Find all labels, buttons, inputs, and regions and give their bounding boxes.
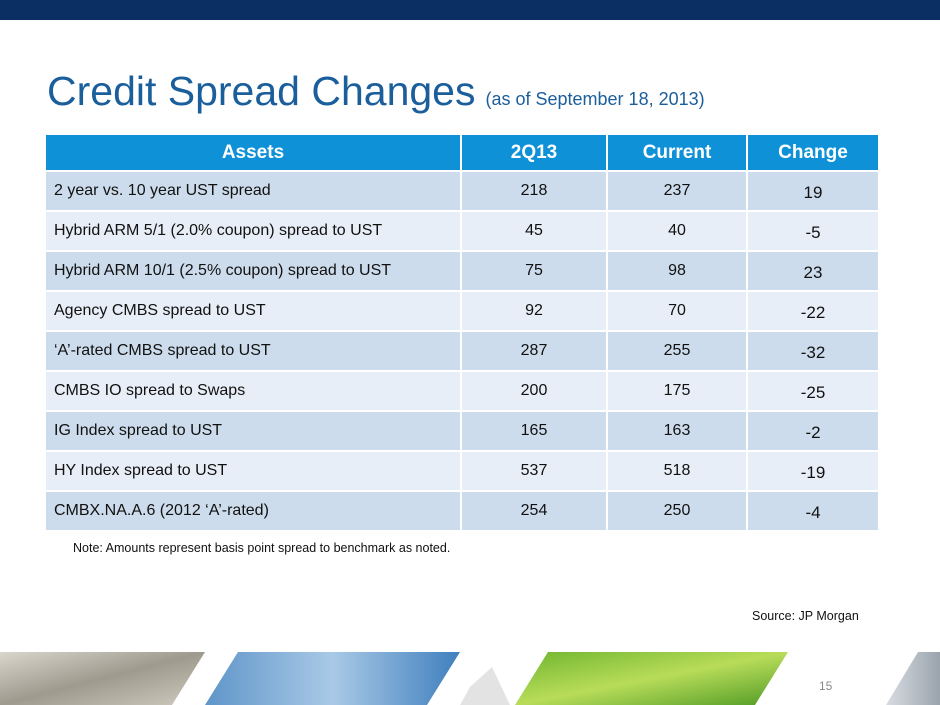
header-2q13: 2Q13 — [460, 133, 608, 172]
table-row: HY Index spread to UST 537 518 -19 — [44, 450, 880, 492]
cell-current: 237 — [606, 170, 748, 212]
table-row: IG Index spread to UST 165 163 -2 — [44, 410, 880, 452]
cell-change: 19 — [746, 170, 880, 212]
cell-asset: IG Index spread to UST — [44, 410, 462, 452]
table-row: 2 year vs. 10 year UST spread 218 237 19 — [44, 170, 880, 212]
cell-change: -5 — [746, 210, 880, 252]
cell-2q13: 165 — [460, 410, 608, 452]
cell-2q13: 45 — [460, 210, 608, 252]
table-row: CMBX.NA.A.6 (2012 ‘A’-rated) 254 250 -4 — [44, 490, 880, 532]
top-banner-bar — [0, 0, 940, 20]
cell-current: 518 — [606, 450, 748, 492]
cell-asset: ‘A’-rated CMBS spread to UST — [44, 330, 462, 372]
cell-asset: CMBX.NA.A.6 (2012 ‘A’-rated) — [44, 490, 462, 532]
cell-change: 23 — [746, 250, 880, 292]
cell-2q13: 75 — [460, 250, 608, 292]
cell-2q13: 200 — [460, 370, 608, 412]
cell-change: -32 — [746, 330, 880, 372]
title-main: Credit Spread Changes — [47, 68, 476, 114]
cell-asset: CMBS IO spread to Swaps — [44, 370, 462, 412]
cell-current: 255 — [606, 330, 748, 372]
cell-asset: Agency CMBS spread to UST — [44, 290, 462, 332]
slide-title: Credit Spread Changes (as of September 18… — [47, 68, 705, 115]
cell-change: -19 — [746, 450, 880, 492]
cell-2q13: 254 — [460, 490, 608, 532]
leaf-image — [515, 652, 788, 705]
cell-2q13: 537 — [460, 450, 608, 492]
steel-image — [886, 652, 940, 705]
table-row: Agency CMBS spread to UST 92 70 -22 — [44, 290, 880, 332]
cell-asset: Hybrid ARM 5/1 (2.0% coupon) spread to U… — [44, 210, 462, 252]
cell-2q13: 218 — [460, 170, 608, 212]
cell-current: 163 — [606, 410, 748, 452]
table-row: Hybrid ARM 5/1 (2.0% coupon) spread to U… — [44, 210, 880, 252]
header-change: Change — [746, 133, 880, 172]
cell-asset: Hybrid ARM 10/1 (2.5% coupon) spread to … — [44, 250, 462, 292]
cell-change: -22 — [746, 290, 880, 332]
footnote: Note: Amounts represent basis point spre… — [73, 541, 451, 555]
table-row: Hybrid ARM 10/1 (2.5% coupon) spread to … — [44, 250, 880, 292]
source-citation: Source: JP Morgan — [752, 609, 859, 623]
page-number: 15 — [819, 679, 833, 693]
credit-spread-table: Assets 2Q13 Current Change 2 year vs. 10… — [44, 133, 880, 532]
header-assets: Assets — [44, 133, 462, 172]
cell-change: -4 — [746, 490, 880, 532]
cell-change: -2 — [746, 410, 880, 452]
cell-2q13: 287 — [460, 330, 608, 372]
footer-image-strip — [0, 652, 940, 705]
cell-asset: HY Index spread to UST — [44, 450, 462, 492]
header-current: Current — [606, 133, 748, 172]
table-row: ‘A’-rated CMBS spread to UST 287 255 -32 — [44, 330, 880, 372]
sky-image — [205, 652, 460, 705]
title-subtitle: (as of September 18, 2013) — [485, 89, 705, 109]
cell-2q13: 92 — [460, 290, 608, 332]
cell-current: 40 — [606, 210, 748, 252]
table-row: CMBS IO spread to Swaps 200 175 -25 — [44, 370, 880, 412]
cell-current: 98 — [606, 250, 748, 292]
cell-current: 175 — [606, 370, 748, 412]
cell-current: 70 — [606, 290, 748, 332]
cell-current: 250 — [606, 490, 748, 532]
cell-change: -25 — [746, 370, 880, 412]
table-header-row: Assets 2Q13 Current Change — [44, 133, 880, 172]
rope-image — [0, 652, 205, 705]
glass-image — [460, 667, 510, 705]
cell-asset: 2 year vs. 10 year UST spread — [44, 170, 462, 212]
